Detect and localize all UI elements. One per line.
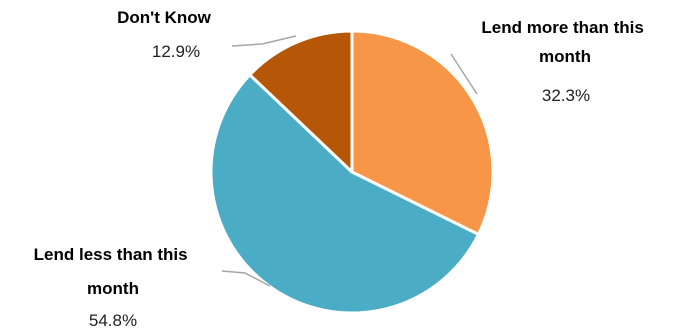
slice-value-dont-know: 12.9% [152,42,200,61]
pie-slices [209,29,495,315]
pie-slice-lend-more [350,29,495,236]
slice-value-lend-more: 32.3% [542,86,590,105]
leader-line-lend-less [221,270,271,287]
leader-line-dont-know [231,35,297,47]
slice-label-lend-more: Lend more than this month [481,18,648,66]
slice-label-lend-less: Lend less than this month [34,245,193,298]
slice-value-lend-less: 54.8% [89,311,137,330]
slice-label-dont-know: Don't Know [117,8,212,27]
leader-line-lend-more [450,53,478,95]
pie-slice-dont-know [248,29,354,174]
leader-lines [221,35,478,287]
pie-slice-lend-less [209,73,480,315]
